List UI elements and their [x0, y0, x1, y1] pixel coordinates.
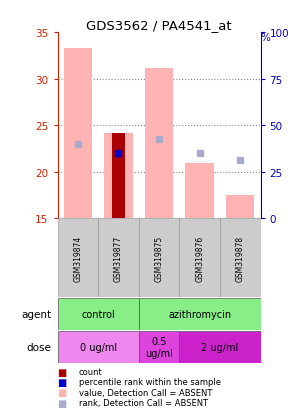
Text: rank, Detection Call = ABSENT: rank, Detection Call = ABSENT	[79, 398, 208, 407]
Text: %: %	[261, 33, 271, 43]
Bar	[179, 219, 220, 297]
Bar	[220, 219, 261, 297]
Bar	[64, 49, 92, 219]
Bar	[98, 219, 139, 297]
Text: GSM319876: GSM319876	[195, 235, 204, 281]
Bar	[139, 219, 179, 297]
Text: ■: ■	[58, 377, 67, 387]
Bar	[179, 331, 261, 363]
Text: GSM319877: GSM319877	[114, 235, 123, 281]
Text: ■: ■	[58, 367, 67, 377]
Title: GDS3562 / PA4541_at: GDS3562 / PA4541_at	[86, 19, 232, 32]
Text: 2 ug/ml: 2 ug/ml	[201, 342, 238, 352]
Text: GSM319875: GSM319875	[155, 235, 164, 281]
Text: dose: dose	[27, 342, 52, 352]
Text: control: control	[81, 309, 115, 319]
Text: percentile rank within the sample: percentile rank within the sample	[79, 377, 221, 387]
Text: count: count	[79, 367, 102, 376]
Text: 0 ug/ml: 0 ug/ml	[80, 342, 117, 352]
Bar	[139, 298, 261, 330]
Bar	[226, 196, 255, 219]
Text: azithromycin: azithromycin	[168, 309, 231, 319]
Text: value, Detection Call = ABSENT: value, Detection Call = ABSENT	[79, 388, 212, 397]
Bar	[112, 133, 125, 219]
Bar	[139, 331, 179, 363]
Bar	[104, 133, 133, 219]
Text: agent: agent	[22, 309, 52, 319]
Bar	[185, 163, 214, 219]
Bar	[58, 219, 98, 297]
Bar	[58, 331, 139, 363]
Bar	[58, 298, 139, 330]
Text: ■: ■	[58, 387, 67, 397]
Text: 0.5
ug/ml: 0.5 ug/ml	[145, 336, 173, 358]
Text: ■: ■	[58, 398, 67, 408]
Text: GSM319874: GSM319874	[73, 235, 82, 281]
Text: GSM319878: GSM319878	[236, 235, 245, 281]
Bar	[145, 69, 173, 219]
